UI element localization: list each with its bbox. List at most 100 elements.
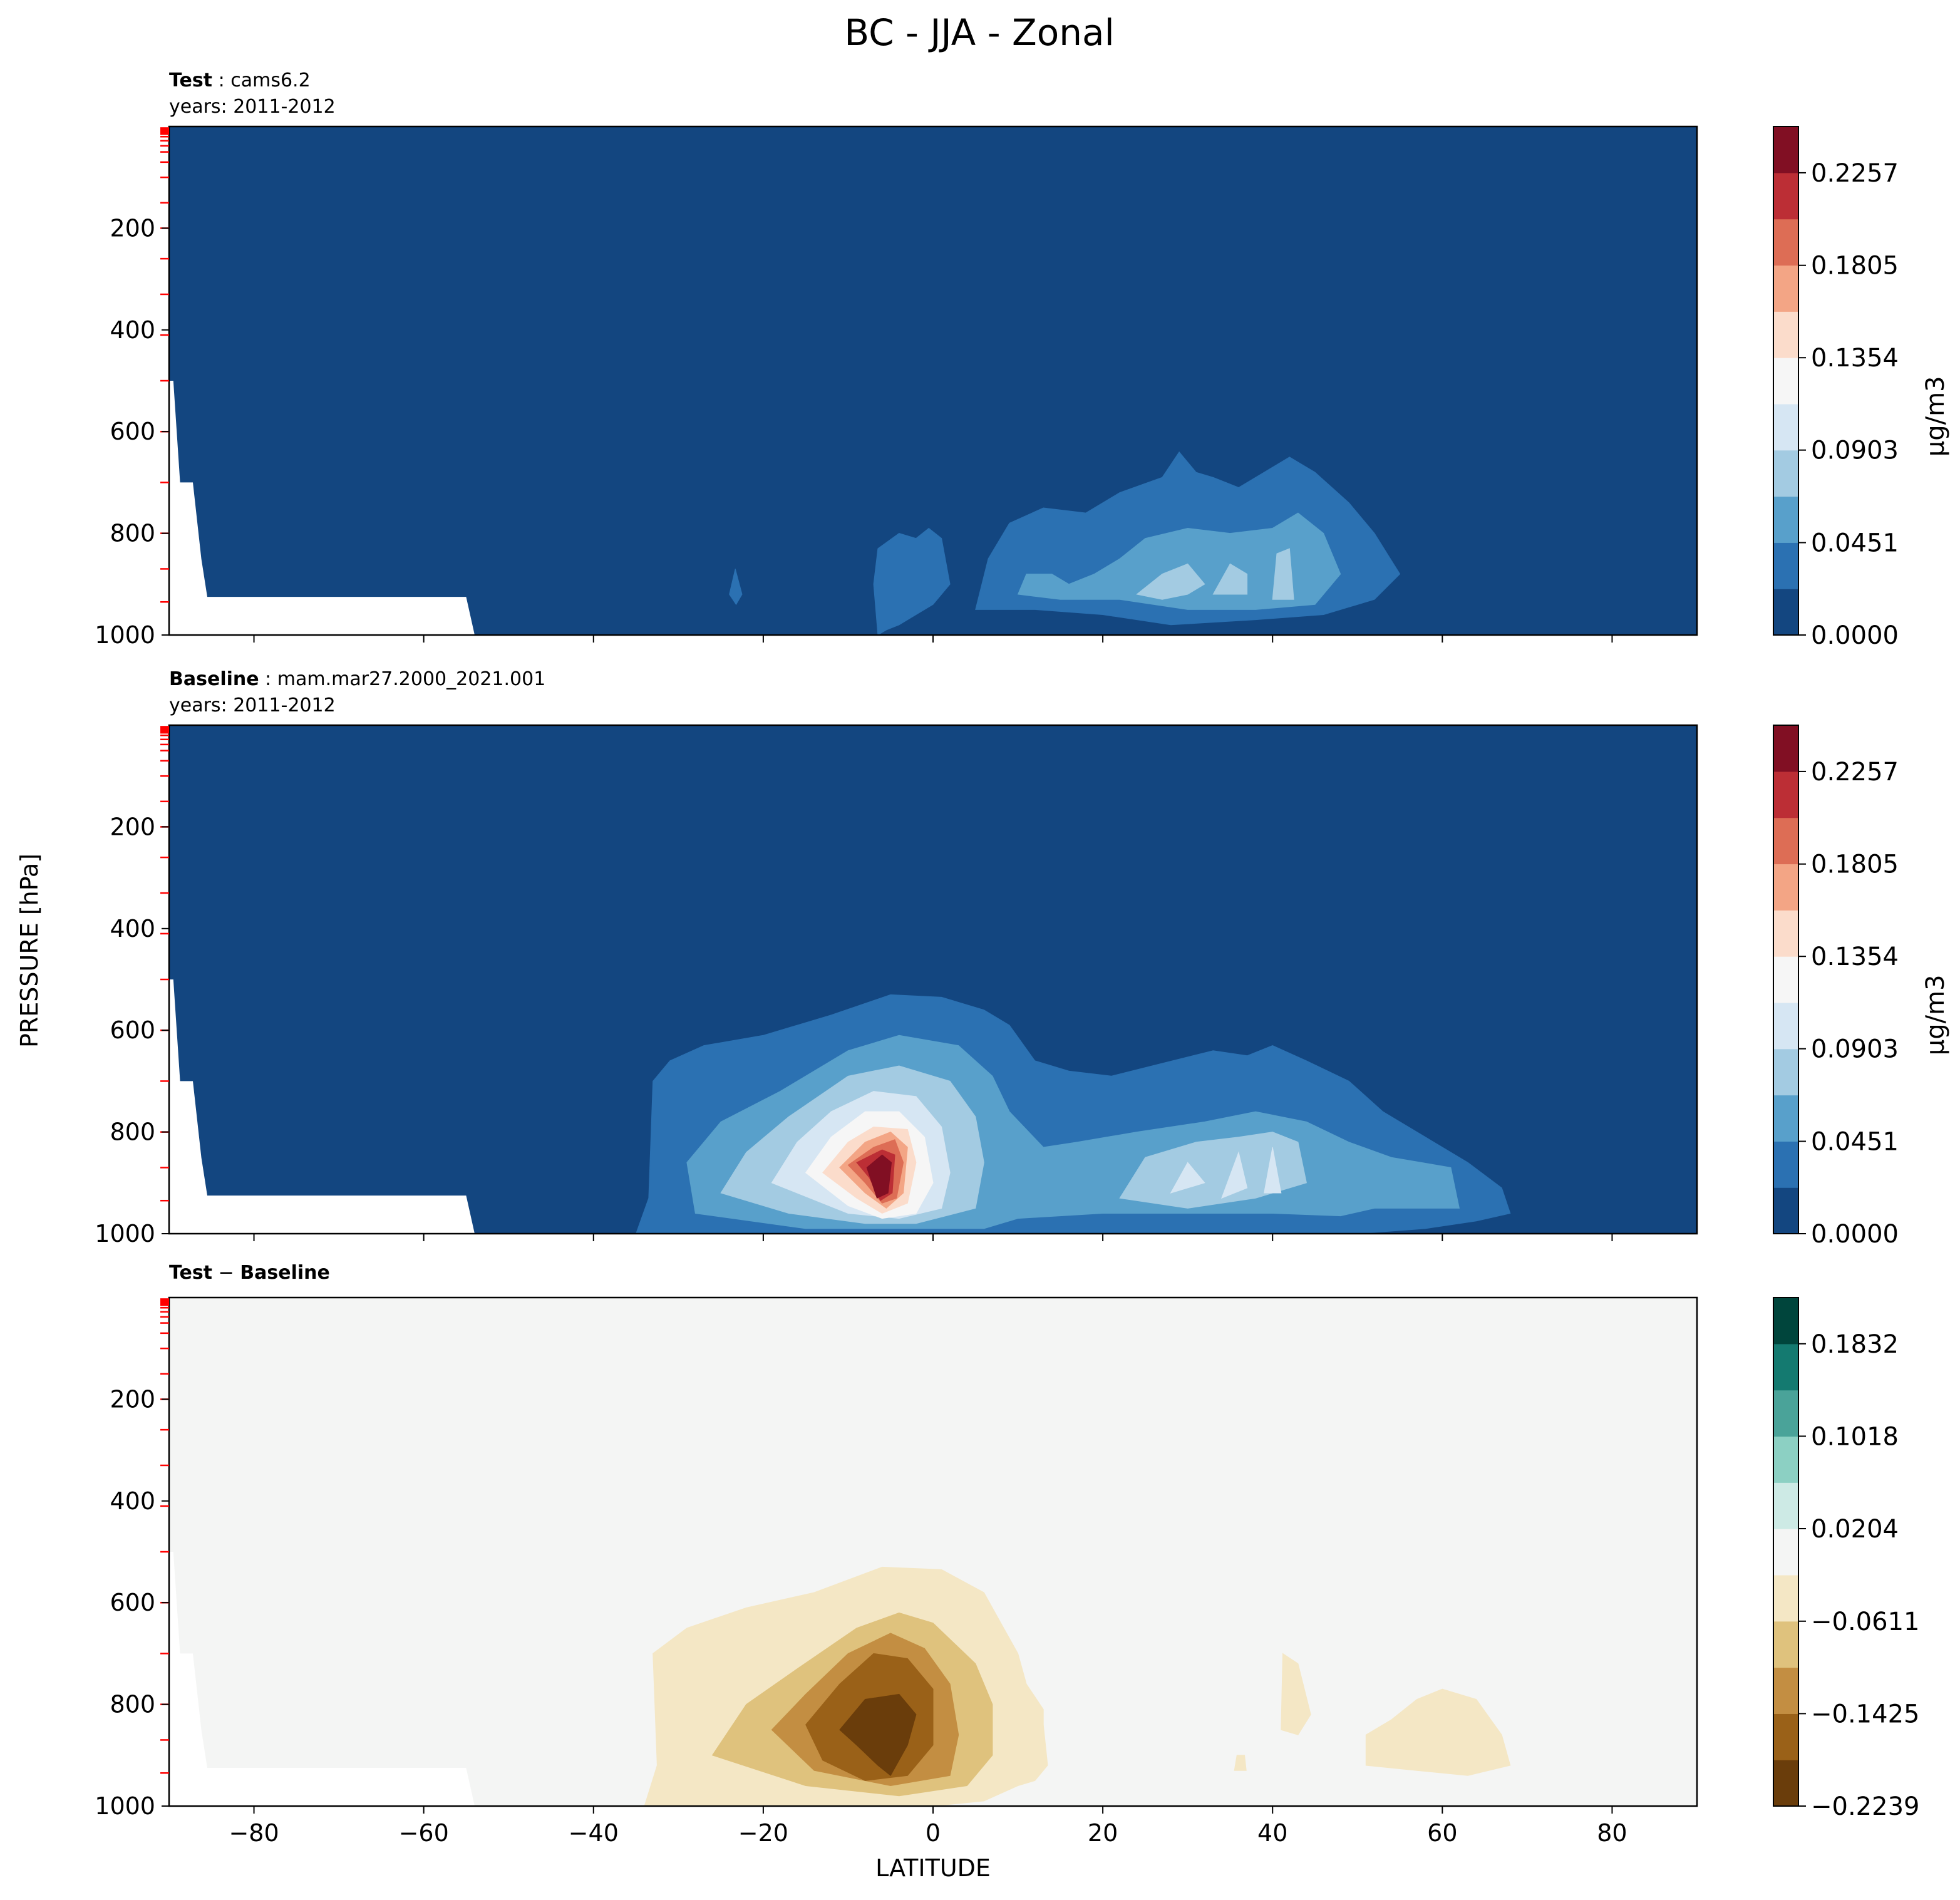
terrain-mask — [169, 381, 475, 635]
panel-title-bold-2: Baseline — [240, 1262, 330, 1284]
colorbar-segment-5 — [1773, 956, 1798, 1003]
colorbar-segment-5 — [1773, 358, 1798, 405]
x-tick-label-1: −60 — [399, 1819, 449, 1847]
colorbar-segment-7 — [1773, 265, 1798, 312]
contour-band-6 — [1221, 1151, 1248, 1199]
panel-title-operator: − — [212, 1262, 240, 1284]
colorbar-segment-0 — [1773, 1760, 1798, 1807]
panel-title-bold: Test — [169, 1262, 212, 1284]
colorbar: 0.0000 0.0451 0.0903 0.1354 0.1805 0.2257 μg/m… — [1773, 126, 1950, 650]
colorbar-segment-3 — [1773, 1048, 1798, 1096]
colorbar-segment-3 — [1773, 1621, 1798, 1668]
panel-title: Test : cams6.2 — [169, 70, 311, 91]
colorbar-tick-label-4: 0.1018 — [1811, 1422, 1899, 1451]
colorbar-segment-6 — [1773, 1482, 1798, 1529]
colorbar-segment-0 — [1773, 1187, 1798, 1234]
y-tick-label-0: 200 — [110, 1385, 155, 1413]
colorbar-segment-4 — [1773, 1002, 1798, 1050]
colorbar: 0.0000 0.0451 0.0903 0.1354 0.1805 0.2257 μg/m… — [1773, 725, 1950, 1249]
colorbar-tick-label-3: 0.1354 — [1811, 942, 1899, 971]
colorbar-tick-label-2: 0.0903 — [1811, 1035, 1899, 1064]
x-tick-label-6: 40 — [1257, 1819, 1287, 1847]
panel-title: Test − Baseline — [169, 1262, 330, 1284]
panel-title-text: : cams6.2 — [212, 70, 311, 91]
y-axis-label: PRESSURE [hPa] — [16, 854, 43, 1048]
y-tick-label-3: 800 — [110, 1118, 155, 1146]
panel-title: Baseline : mam.mar27.2000_2021.001 — [169, 668, 545, 690]
colorbar-segment-0 — [1773, 589, 1798, 636]
colorbar-segment-6 — [1773, 311, 1798, 358]
y-tick-label-4: 1000 — [95, 1792, 155, 1820]
colorbar-tick-label-4: 0.1805 — [1811, 850, 1899, 879]
colorbar-tick-label-0: 0.0000 — [1811, 1220, 1899, 1249]
colorbar-segment-6 — [1773, 910, 1798, 957]
contour-band-13 — [866, 1154, 892, 1199]
panel-title-bold: Baseline — [169, 668, 259, 690]
contour-band-7 — [839, 1693, 917, 1777]
y-tick-label-0: 200 — [110, 813, 155, 840]
colorbar-tick-label-4: 0.1805 — [1811, 252, 1899, 281]
colorbar-segment-2 — [1773, 1667, 1798, 1714]
panel-1: Test : cams6.2 years: 2011-2012 200 400 600 8… — [95, 70, 1950, 650]
y-tick-label-2: 600 — [110, 1589, 155, 1616]
contour-band-3 — [1017, 512, 1341, 610]
colorbar-tick-label-1: 0.0451 — [1811, 529, 1899, 558]
colorbar-segment-2 — [1773, 496, 1798, 543]
colorbar-tick-label-2: −0.0611 — [1811, 1608, 1919, 1636]
contour-band-4 — [1136, 563, 1205, 600]
colorbar-segment-2 — [1773, 1095, 1798, 1142]
contour-band-1 — [1365, 1688, 1511, 1776]
colorbar-segment-1 — [1773, 1141, 1798, 1188]
colorbar-frame — [1773, 126, 1799, 636]
contour-band-2 — [1281, 1653, 1311, 1735]
colorbar-segment-9 — [1773, 1343, 1798, 1391]
contour-field — [169, 1298, 1697, 1806]
contour-field — [169, 725, 1697, 1234]
colorbar-tick-label-1: −0.1425 — [1811, 1700, 1919, 1728]
colorbar-segment-7 — [1773, 864, 1798, 911]
contour-band-3 — [1234, 1755, 1247, 1771]
terrain-mask — [169, 979, 475, 1234]
colorbar-segment-8 — [1773, 219, 1798, 266]
y-tick-label-1: 400 — [110, 1487, 155, 1515]
y-tick-label-2: 600 — [110, 418, 155, 445]
contour-band-1 — [729, 569, 743, 606]
panel-subtitle: years: 2011-2012 — [169, 96, 336, 118]
colorbar-segment-9 — [1773, 172, 1798, 220]
panel-title-bold: Test — [169, 70, 212, 91]
colorbar-tick-label-5: 0.1832 — [1811, 1330, 1899, 1359]
y-tick-label-3: 800 — [110, 520, 155, 547]
x-tick-label-0: −80 — [229, 1819, 279, 1847]
panel-subtitle: years: 2011-2012 — [169, 694, 336, 716]
colorbar-segment-10 — [1773, 1298, 1798, 1345]
colorbar-segment-3 — [1773, 450, 1798, 497]
y-tick-label-1: 400 — [110, 915, 155, 942]
colorbar-segment-10 — [1773, 725, 1798, 772]
colorbar-segment-10 — [1773, 126, 1798, 173]
contour-band-0 — [873, 527, 951, 635]
figure-title: BC - JJA - Zonal — [844, 11, 1114, 54]
colorbar-tick-label-1: 0.0451 — [1811, 1128, 1899, 1157]
colorbar-label: μg/m3 — [1921, 974, 1950, 1055]
contour-band-5 — [1170, 1162, 1205, 1194]
contour-band-7 — [1264, 1147, 1282, 1194]
colorbar-segment-8 — [1773, 817, 1798, 865]
colorbar-frame — [1773, 725, 1799, 1234]
colorbar-tick-label-3: 0.1354 — [1811, 344, 1899, 373]
colorbar-tick-label-5: 0.2257 — [1811, 758, 1899, 787]
y-tick-label-2: 600 — [110, 1016, 155, 1044]
y-tick-label-0: 200 — [110, 214, 155, 242]
x-axis-label: LATITUDE — [875, 1854, 991, 1882]
colorbar-tick-label-2: 0.0903 — [1811, 436, 1899, 465]
x-tick-label-4: 0 — [926, 1819, 941, 1847]
panel-2: Baseline : mam.mar27.2000_2021.001 years:… — [95, 668, 1950, 1249]
colorbar-segment-1 — [1773, 542, 1798, 589]
terrain-mask — [169, 1552, 475, 1806]
x-tick-label-5: 20 — [1088, 1819, 1118, 1847]
x-tick-label-7: 60 — [1427, 1819, 1457, 1847]
y-tick-label-1: 400 — [110, 316, 155, 344]
panel-title-text: : mam.mar27.2000_2021.001 — [259, 668, 546, 690]
colorbar-segment-1 — [1773, 1713, 1798, 1760]
x-tick-label-2: −40 — [569, 1819, 619, 1847]
